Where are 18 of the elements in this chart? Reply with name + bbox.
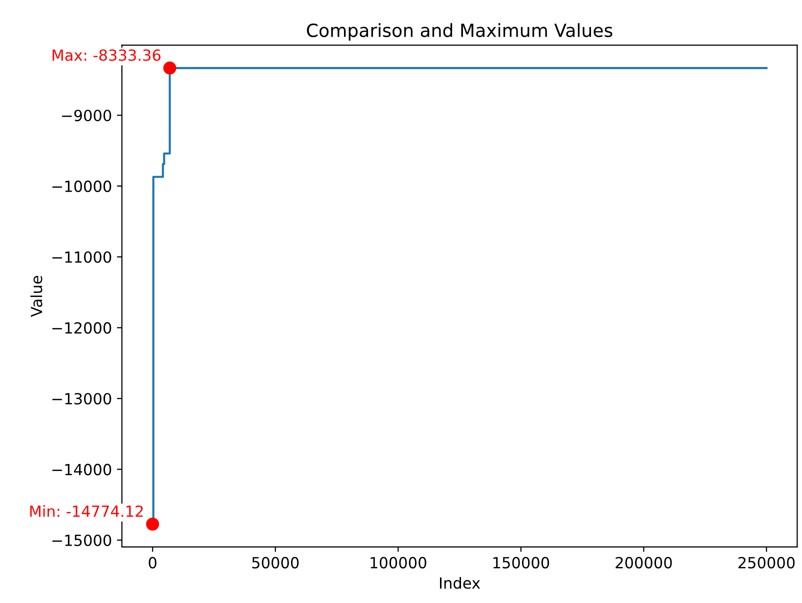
x-tick-label: 0 [148, 556, 156, 568]
x-tick-label: 50000 [252, 556, 299, 568]
y-tick-label: −9000 [62, 110, 112, 122]
chart-title: Comparison and Maximum Values [306, 23, 612, 41]
y-tick-label: −13000 [52, 392, 112, 405]
y-tick-label: −15000 [52, 534, 112, 546]
x-tick-label: 150000 [493, 556, 550, 568]
y-tick-label: −12000 [52, 322, 112, 334]
x-axis-title: Index [440, 576, 480, 589]
annotation: Max: -8333.36 [52, 49, 160, 61]
y-tick-label: −11000 [52, 251, 112, 263]
y-tick-label: −14000 [52, 464, 112, 476]
x-tick-label: 200000 [616, 556, 672, 568]
y-axis-title: Value [30, 276, 42, 317]
y-tick-label: −10000 [52, 180, 112, 192]
annotation: Min: -14774.12 [30, 505, 143, 517]
x-tick-label: 250000 [738, 556, 795, 568]
x-tick-label: 100000 [370, 556, 426, 568]
